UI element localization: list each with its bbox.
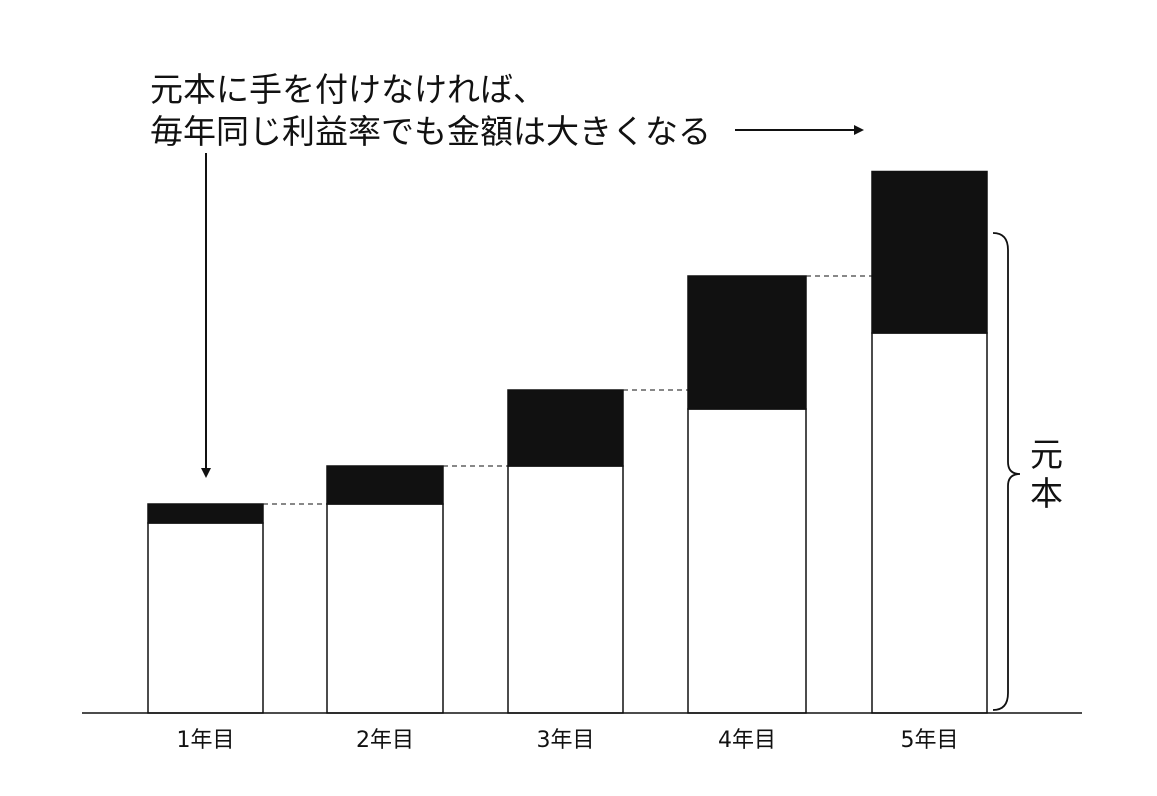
- bar-principal-3: [507, 465, 624, 714]
- x-tick-label-4: 4年目: [718, 728, 776, 753]
- x-tick-label-3: 3年目: [537, 728, 595, 753]
- bar-gain-4: [687, 275, 807, 410]
- annotation-line-1: 元本に手を付けなければ、: [150, 70, 546, 109]
- principal-brace: 元 本: [992, 232, 1063, 711]
- brace-label-char-1: 元: [1030, 435, 1063, 474]
- bar-principal-1: [147, 522, 264, 714]
- bar-gain-2: [326, 465, 444, 505]
- bar-gain-1: [147, 503, 264, 524]
- brace-shape: [992, 232, 1021, 711]
- tick-labels: 1年目 2年目 3年目 4年目 5年目: [177, 728, 959, 753]
- annotation-line-2: 毎年同じ利益率でも金額は大きくなる: [150, 112, 711, 151]
- bars-layer: [147, 170, 988, 714]
- x-tick-label-1: 1年目: [177, 728, 235, 753]
- x-tick-label-2: 2年目: [356, 728, 414, 753]
- bar-principal-5: [871, 332, 988, 714]
- x-tick-label-5: 5年目: [901, 728, 959, 753]
- bar-gain-5: [871, 170, 988, 334]
- connector-lines: [263, 275, 872, 505]
- annotation: 元本に手を付けなければ、 毎年同じ利益率でも金額は大きくなる: [150, 70, 864, 478]
- bar-gain-3: [507, 389, 624, 467]
- brace-label-char-2: 本: [1030, 474, 1063, 513]
- bar-principal-2: [326, 503, 444, 714]
- bar-principal-4: [687, 408, 807, 714]
